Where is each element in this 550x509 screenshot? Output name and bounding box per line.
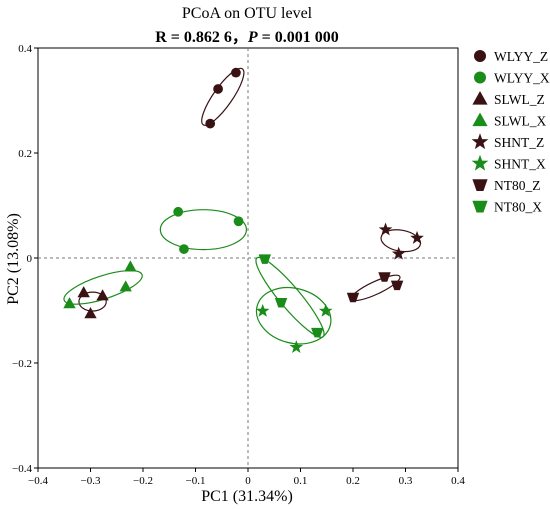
data-point-slwl-z bbox=[84, 307, 97, 319]
subtitle-separator: ， bbox=[232, 29, 248, 46]
x-tick-label: 0.3 bbox=[399, 475, 413, 487]
data-point-slwl-x bbox=[119, 280, 132, 292]
data-point-nt80-x bbox=[258, 254, 271, 264]
x-tick-label: −0.2 bbox=[133, 475, 153, 487]
legend-label: NT80_X bbox=[494, 200, 542, 215]
data-point-slwl-x bbox=[63, 297, 76, 309]
legend-label: WLYY_Z bbox=[494, 49, 548, 64]
y-axis-label: PC2 (13.08%) bbox=[5, 213, 22, 305]
data-point-nt80-z bbox=[390, 280, 404, 291]
data-point-nt80-z bbox=[346, 292, 360, 303]
legend-marker-shnt-x bbox=[471, 154, 489, 171]
x-tick-label: −0.1 bbox=[186, 475, 206, 487]
x-tick-label: 0.1 bbox=[294, 475, 308, 487]
y-tick-label: 0 bbox=[27, 253, 33, 265]
data-point-nt80-x bbox=[311, 327, 324, 338]
legend-marker-wlyy-z bbox=[474, 50, 486, 62]
data-point-wlyy-z bbox=[231, 67, 241, 78]
data-point-shnt-x bbox=[255, 303, 270, 317]
legend-label: SHNT_X bbox=[494, 157, 546, 172]
data-point-wlyy-x bbox=[233, 216, 244, 227]
y-tick-label: −0.4 bbox=[12, 463, 32, 475]
x-tick-label: −0.3 bbox=[81, 475, 101, 487]
legend-label: SLWL_Z bbox=[494, 92, 545, 107]
plot-area: −0.4 −0.3 −0.2 −0.1 0 0.1 0.2 0.3 0.4 −0.4 −0.2 0 0.… bbox=[12, 43, 465, 487]
data-point-slwl-x bbox=[124, 260, 137, 272]
legend-label: SLWL_X bbox=[494, 114, 546, 129]
x-tick-label: 0.4 bbox=[451, 475, 465, 487]
data-point-shnt-z bbox=[378, 222, 393, 236]
chart-subtitle: R = 0.862 6，P = 0.001 000 bbox=[155, 29, 339, 46]
data-point-shnt-z bbox=[391, 246, 406, 260]
data-point-slwl-z bbox=[96, 289, 109, 301]
data-point-shnt-x bbox=[289, 340, 304, 354]
data-point-shnt-z bbox=[410, 230, 424, 244]
data-point-wlyy-z bbox=[205, 118, 216, 129]
legend-label: NT80_Z bbox=[494, 178, 541, 193]
x-tick-label: 0.2 bbox=[346, 475, 360, 487]
data-point-wlyy-x bbox=[179, 244, 189, 254]
legend: WLYY_Z WLYY_X SLWL_Z SLWL_X SHNT_Z SHNT_X NT80… bbox=[471, 49, 550, 215]
chart-title: PCoA on OTU level bbox=[182, 5, 313, 22]
legend-marker-slwl-x bbox=[472, 112, 488, 127]
r-statistic: R = 0.862 6 bbox=[155, 29, 232, 46]
data-point-wlyy-z bbox=[213, 84, 223, 94]
data-point-wlyy-x bbox=[173, 206, 184, 217]
legend-marker-slwl-z bbox=[472, 91, 488, 105]
x-axis-label: PC1 (31.34%) bbox=[201, 488, 293, 505]
p-variable: P bbox=[247, 29, 258, 46]
x-tick-label: 0 bbox=[245, 475, 251, 487]
p-value: = 0.001 000 bbox=[258, 29, 339, 46]
x-tick-label: −0.4 bbox=[28, 475, 48, 487]
legend-marker-shnt-z bbox=[471, 133, 489, 150]
confidence-ellipse-shnt-x bbox=[255, 287, 332, 345]
y-tick-label: 0.4 bbox=[18, 43, 32, 55]
legend-label: SHNT_Z bbox=[494, 135, 544, 150]
data-point-shnt-x bbox=[318, 303, 333, 317]
y-tick-label: −0.2 bbox=[12, 358, 32, 370]
confidence-ellipse-wlyy-z bbox=[201, 67, 245, 126]
y-tick-label: 0.2 bbox=[18, 148, 32, 160]
data-point-nt80-z bbox=[378, 272, 391, 282]
data-point-nt80-x bbox=[274, 297, 288, 308]
confidence-ellipse-wlyy-x bbox=[159, 209, 248, 251]
legend-marker-wlyy-x bbox=[474, 71, 486, 84]
legend-marker-nt80-x bbox=[472, 200, 488, 213]
legend-marker-nt80-z bbox=[472, 179, 488, 191]
data-point-slwl-z bbox=[77, 286, 90, 298]
legend-label: WLYY_X bbox=[494, 71, 550, 86]
